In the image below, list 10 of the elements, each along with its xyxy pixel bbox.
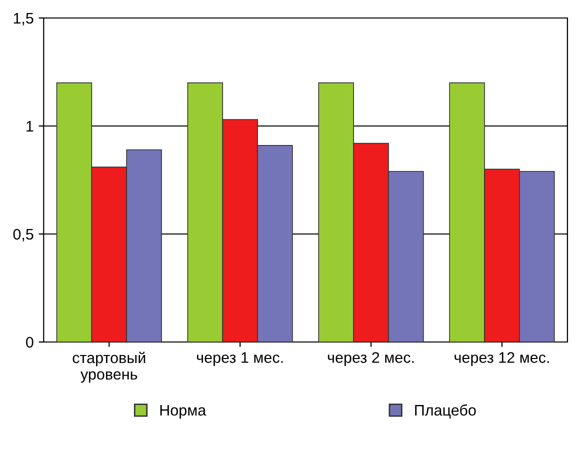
legend-label: Норма (160, 404, 206, 419)
x-tick-label: стартовый уровень (72, 352, 146, 383)
x-tick-label: через 2 мес. (328, 352, 414, 366)
y-tick-label: 1,5 (14, 13, 34, 26)
y-tick-label: 0,5 (13, 228, 34, 242)
legend-label: Плацебо (415, 404, 476, 419)
y-tick-label: 1 (26, 121, 34, 132)
y-tick-label: 0 (26, 336, 34, 348)
x-tick-label: через 1 мес. (197, 352, 283, 366)
x-tick-label: через 12 мес. (454, 352, 549, 366)
